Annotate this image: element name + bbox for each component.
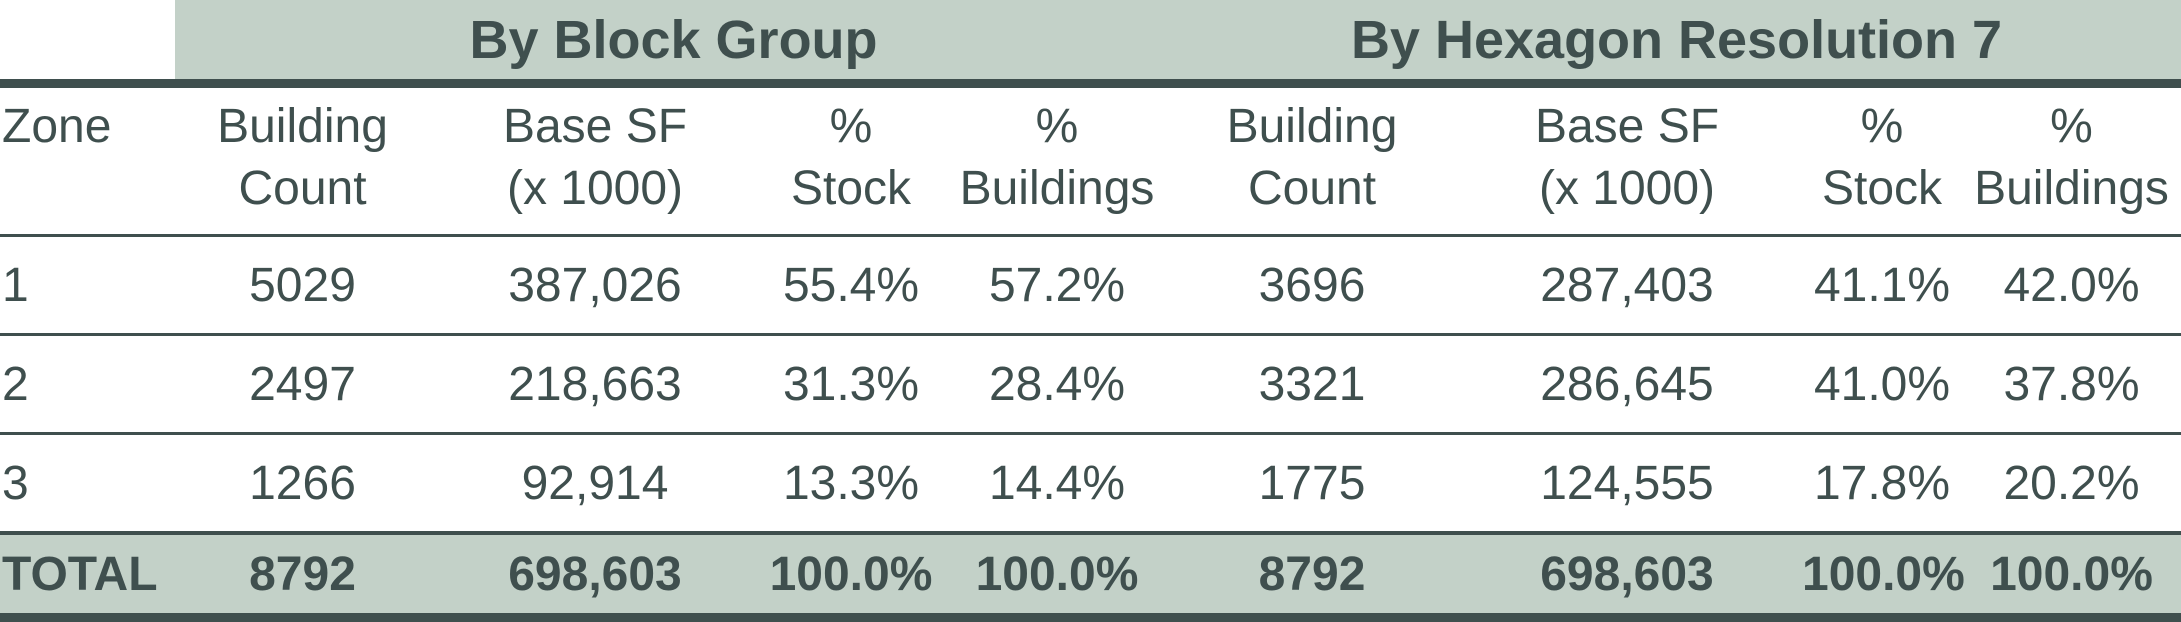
col-header-building-count-hex: Building Count <box>1172 83 1452 237</box>
col-header-line2: Stock <box>790 162 912 215</box>
cell-pct-stock-bg: 31.3% <box>760 334 942 435</box>
col-header-line1: % <box>829 100 873 153</box>
col-header-zone: Zone <box>0 83 175 237</box>
col-header-pct-stock-hex: % Stock <box>1802 83 1962 237</box>
cell-base-sf-hex: 124,555 <box>1452 433 1802 535</box>
cell-pct-buildings-hex: 42.0% <box>1962 235 2181 336</box>
col-header-base-sf-bg: Base SF (x 1000) <box>430 83 760 237</box>
col-header-line2: Buildings <box>959 162 1155 215</box>
group-header-by-block-group: By Block Group <box>175 0 1172 88</box>
cell-pct-stock-hex: 41.1% <box>1802 235 1962 336</box>
table-row-zone-2: 2 2497 218,663 31.3% 28.4% 3321 286,645 … <box>0 334 2181 435</box>
column-header-row: Zone Building Count Base SF (x 1000) % S… <box>0 83 2181 237</box>
cell-building-count-bg: 5029 <box>175 235 430 336</box>
col-header-line2: Count <box>238 162 367 215</box>
col-header-line2: Buildings <box>1974 162 2169 215</box>
cell-base-sf-bg: 92,914 <box>430 433 760 535</box>
table-row-zone-3: 3 1266 92,914 13.3% 14.4% 1775 124,555 1… <box>0 433 2181 535</box>
cell-pct-stock-hex: 100.0% <box>1802 533 1965 622</box>
cell-base-sf-bg: 218,663 <box>430 334 760 435</box>
col-header-line1: % <box>1035 100 1079 153</box>
col-header-line2: Count <box>1247 162 1377 215</box>
cell-building-count-hex: 3321 <box>1172 334 1452 435</box>
col-header-line1: Base SF <box>502 100 688 153</box>
table-row-zone-1: 1 5029 387,026 55.4% 57.2% 3696 287,403 … <box>0 235 2181 336</box>
cell-base-sf-hex: 286,645 <box>1452 334 1802 435</box>
group-header-by-hexagon-resolution-7: By Hexagon Resolution 7 <box>1172 0 2181 88</box>
cell-building-count-hex: 1775 <box>1172 433 1452 535</box>
cell-building-count-hex: 3696 <box>1172 235 1452 336</box>
cell-pct-buildings-hex: 37.8% <box>1962 334 2181 435</box>
col-header-line1: Zone <box>2 100 112 153</box>
zone-label: 2 <box>0 334 175 435</box>
cell-pct-buildings-bg: 28.4% <box>942 334 1172 435</box>
col-header-pct-stock-bg: % Stock <box>760 83 942 237</box>
cell-pct-buildings-bg: 100.0% <box>942 533 1172 622</box>
cell-base-sf-bg: 387,026 <box>430 235 760 336</box>
col-header-line2: (x 1000) <box>1538 162 1716 215</box>
col-header-building-count-bg: Building Count <box>175 83 430 237</box>
cell-pct-stock-hex: 41.0% <box>1802 334 1962 435</box>
col-header-pct-buildings-bg: % Buildings <box>942 83 1172 237</box>
corner-spacer <box>0 0 175 88</box>
col-header-line1: Base SF <box>1534 100 1720 153</box>
cell-building-count-bg: 2497 <box>175 334 430 435</box>
cell-pct-buildings-hex: 20.2% <box>1962 433 2181 535</box>
cell-base-sf-hex: 287,403 <box>1452 235 1802 336</box>
col-header-line1: Building <box>1226 100 1398 153</box>
cell-pct-buildings-bg: 57.2% <box>942 235 1172 336</box>
col-header-line2: Stock <box>1821 162 1943 215</box>
cell-pct-buildings-bg: 14.4% <box>942 433 1172 535</box>
col-header-line1: % <box>2050 100 2093 153</box>
zone-label: 3 <box>0 433 175 535</box>
group-header-row: By Block Group By Hexagon Resolution 7 <box>0 0 2181 88</box>
cell-building-count-bg: 1266 <box>175 433 430 535</box>
cell-pct-stock-bg: 55.4% <box>760 235 942 336</box>
col-header-line2: (x 1000) <box>506 162 684 215</box>
zone-label: 1 <box>0 235 175 336</box>
cell-pct-stock-hex: 17.8% <box>1802 433 1962 535</box>
col-header-base-sf-hex: Base SF (x 1000) <box>1452 83 1802 237</box>
col-header-line1: % <box>1860 100 1904 153</box>
cell-pct-stock-bg: 13.3% <box>760 433 942 535</box>
col-header-line1: Building <box>217 100 388 153</box>
col-header-pct-buildings-hex: % Buildings <box>1962 83 2181 237</box>
